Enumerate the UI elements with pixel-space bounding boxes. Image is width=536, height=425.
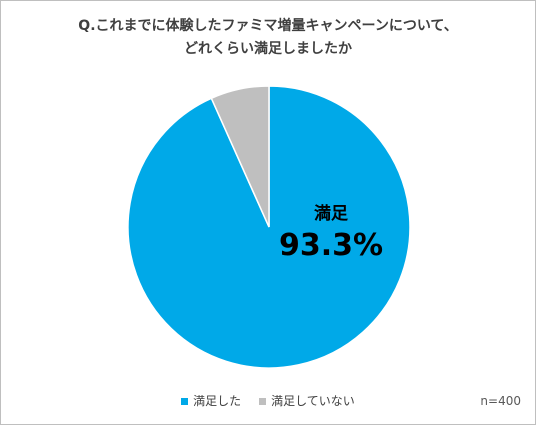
chart-title: Q.これまでに体験したファミマ増量キャンペーンについて、 どれくらい満足しました… (1, 15, 535, 61)
chart-title-line-1: Q.これまでに体験したファミマ増量キャンペーンについて、 (78, 18, 458, 34)
legend-label-satisfied: 満足した (193, 394, 242, 408)
legend: 満足した 満足していない (1, 393, 535, 409)
chart-title-line-2: どれくらい満足しましたか (184, 41, 352, 57)
legend-label-not-satisfied: 満足していない (271, 394, 355, 408)
pie-slice-not-satisfied (210, 85, 270, 228)
legend-item-satisfied: 満足した (181, 393, 241, 409)
legend-swatch-not-satisfied (259, 397, 267, 405)
data-label-category: 満足 (314, 203, 348, 224)
sample-size-note: n=400 (480, 394, 521, 408)
legend-swatch-satisfied (181, 397, 189, 405)
legend-item-not-satisfied: 満足していない (259, 393, 355, 409)
data-label-value: 93.3% (279, 228, 383, 263)
